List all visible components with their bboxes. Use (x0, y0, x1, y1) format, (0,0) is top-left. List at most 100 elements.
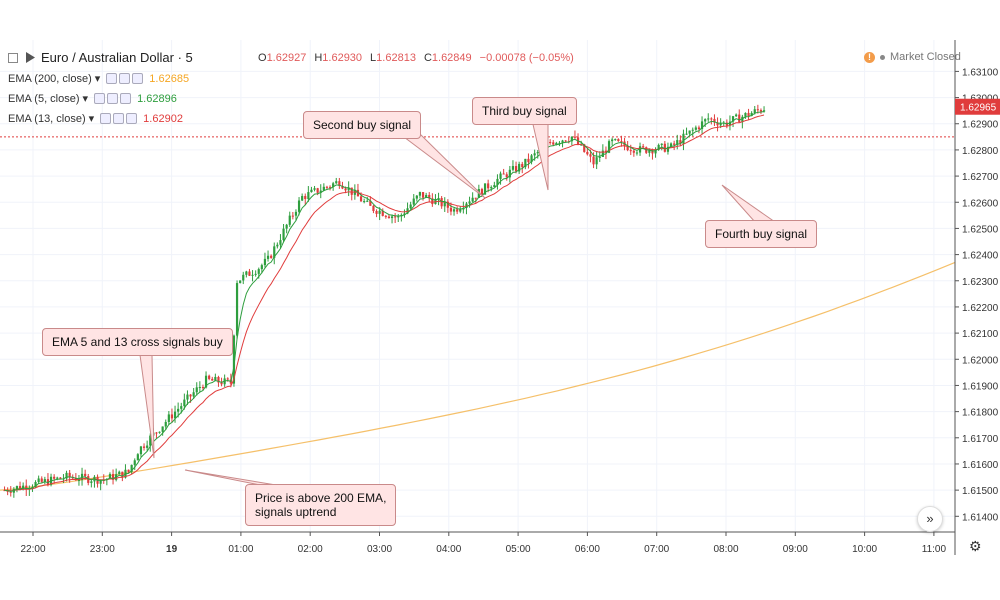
candle-body (304, 196, 307, 199)
candle-body (310, 189, 313, 193)
indicator-tools-icon[interactable] (100, 113, 138, 124)
candle-body (521, 163, 524, 168)
candle-body (195, 387, 198, 393)
candle-body (471, 197, 474, 202)
candle-body (139, 446, 143, 455)
candle-body (753, 109, 756, 113)
candle-body (22, 485, 25, 490)
candle-body (133, 460, 136, 465)
legend-ema-200[interactable]: EMA (200, close) ▾ 1.62685 (8, 72, 190, 86)
candle-body (403, 213, 406, 215)
candle-body (294, 211, 298, 216)
candles (3, 104, 766, 498)
price-tick-label: 1.62500 (962, 224, 999, 235)
ohlc-readout: O1.62927 H1.62930 L1.62813 C1.62849 −0.0… (258, 52, 574, 64)
candle-body (710, 118, 713, 120)
candle-body (25, 485, 28, 490)
candle-body (626, 145, 629, 151)
candle-body (651, 150, 654, 154)
candle-body (232, 335, 236, 384)
candle-body (208, 375, 211, 379)
candle-body (697, 127, 701, 130)
candle-body (595, 157, 598, 165)
candle-body (397, 216, 400, 218)
candle-body (688, 130, 691, 134)
candle-body (53, 476, 56, 479)
price-tick-label: 1.61800 (962, 408, 999, 419)
candle-body (198, 387, 201, 389)
candle-body (747, 112, 750, 117)
candle-body (87, 476, 90, 483)
time-tick-label: 05:00 (506, 544, 531, 555)
candle-body (43, 479, 46, 482)
candle-body (192, 392, 195, 397)
candle-body (273, 246, 276, 258)
candle-body (136, 454, 139, 461)
candle-body (158, 431, 161, 433)
collapse-icon[interactable] (8, 52, 18, 63)
legend-ema-5[interactable]: EMA (5, close) ▾ 1.62896 (8, 92, 177, 106)
candle-body (552, 142, 555, 145)
gear-icon[interactable]: ⚙ (969, 538, 982, 554)
candle-body (573, 136, 577, 138)
ema-13-path (4, 114, 765, 492)
candle-body (387, 216, 391, 219)
candle-body (15, 486, 19, 489)
candle-body (657, 144, 660, 150)
indicator-tools-icon[interactable] (94, 93, 132, 104)
ema-5-line (4, 111, 765, 492)
market-status[interactable]: ! Market Closed (864, 51, 961, 63)
candle-body (673, 143, 676, 145)
candle-body (704, 119, 707, 122)
candle-body (384, 215, 387, 217)
candle-body (614, 139, 617, 141)
symbol-title[interactable]: Euro / Australian Dollar · 5 (8, 50, 193, 65)
scroll-to-realtime-button[interactable]: » (917, 506, 943, 532)
candle-body (111, 474, 115, 480)
candle-body (611, 139, 614, 142)
price-tick-label: 1.62300 (962, 277, 999, 288)
candle-body (164, 421, 167, 427)
time-tick-label: 03:00 (367, 544, 392, 555)
price-tick-label: 1.63100 (962, 67, 999, 78)
candle-body (654, 149, 657, 154)
candle-body (59, 477, 62, 479)
candle-body (220, 382, 223, 385)
candle-body (177, 408, 180, 412)
time-tick-label: 11:00 (922, 544, 947, 555)
candle-body (409, 204, 412, 209)
candle-body (480, 189, 484, 195)
time-tick-label: 23:00 (90, 544, 115, 555)
candle-body (474, 197, 477, 199)
candle-body (487, 183, 490, 189)
candle-body (741, 116, 744, 123)
indicator-tools-icon[interactable] (106, 73, 144, 84)
price-tick-label: 1.62200 (962, 303, 999, 314)
price-tick-label: 1.62700 (962, 172, 999, 183)
price-tick-label: 1.62400 (962, 251, 999, 262)
candle-body (173, 411, 177, 419)
legend-ema-13[interactable]: EMA (13, close) ▾ 1.62902 (8, 112, 183, 126)
symbol-label: Euro / Australian Dollar · 5 (41, 50, 193, 65)
ema-5-value: 1.62896 (137, 92, 177, 105)
candle-body (390, 216, 394, 219)
candle-body (118, 471, 121, 475)
candle-body (713, 118, 716, 123)
candle-body (452, 209, 456, 212)
ema-200-line (0, 261, 956, 491)
callout-above-200: Price is above 200 EMA, signals uptrend (245, 484, 397, 526)
candle-body (685, 133, 688, 135)
candle-body (511, 166, 515, 170)
candle-body (437, 197, 440, 200)
candle-body (564, 140, 567, 142)
candle-body (338, 181, 341, 186)
price-tick-label: 1.61400 (962, 512, 999, 523)
candle-body (344, 188, 347, 191)
candle-body (762, 110, 766, 112)
candle-body (201, 387, 205, 389)
candle-body (558, 142, 561, 144)
candle-body (260, 265, 263, 270)
candle-body (505, 174, 508, 178)
candle-body (266, 255, 270, 259)
